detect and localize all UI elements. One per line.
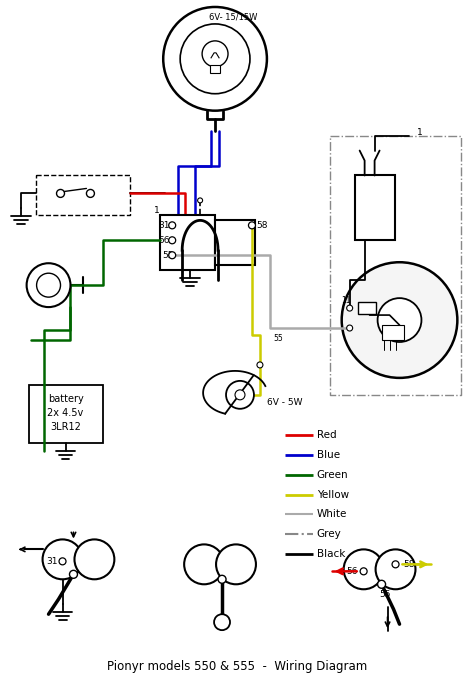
Circle shape [216, 545, 256, 584]
Text: 55: 55 [162, 251, 173, 260]
Text: Green: Green [317, 470, 348, 479]
Circle shape [346, 305, 353, 311]
Text: Red: Red [317, 430, 337, 440]
Text: 55: 55 [273, 333, 283, 343]
Text: Pionyr models 550 & 555  -  Wiring Diagram: Pionyr models 550 & 555 - Wiring Diagram [107, 660, 367, 673]
Circle shape [248, 222, 255, 229]
Circle shape [169, 252, 176, 258]
Text: White: White [317, 509, 347, 520]
Text: 31: 31 [158, 221, 170, 230]
Circle shape [202, 41, 228, 67]
Text: 6V - 5W: 6V - 5W [267, 398, 302, 407]
Text: 58: 58 [404, 560, 415, 569]
Text: Black: Black [317, 549, 345, 560]
Circle shape [214, 614, 230, 630]
Text: 31: 31 [46, 557, 57, 566]
Text: Yellow: Yellow [317, 490, 349, 500]
Circle shape [163, 7, 267, 111]
Text: 11: 11 [341, 296, 350, 305]
Bar [210, 65, 220, 73]
Text: 1: 1 [155, 206, 160, 215]
Bar [382, 325, 403, 340]
Circle shape [378, 580, 385, 588]
Bar [215, 220, 255, 265]
Circle shape [86, 190, 94, 197]
Circle shape [74, 539, 114, 579]
Circle shape [344, 549, 383, 590]
Text: 58: 58 [256, 221, 268, 230]
Circle shape [342, 262, 457, 378]
Text: 55: 55 [379, 590, 390, 599]
Circle shape [56, 190, 64, 197]
Circle shape [375, 549, 416, 590]
Circle shape [346, 325, 353, 331]
Text: Grey: Grey [317, 530, 341, 539]
Text: 56: 56 [346, 567, 357, 576]
Circle shape [36, 273, 61, 297]
Circle shape [392, 561, 399, 568]
Text: 2x 4.5v: 2x 4.5v [47, 408, 83, 418]
Circle shape [70, 571, 77, 578]
Circle shape [169, 222, 176, 229]
Circle shape [235, 390, 245, 400]
Circle shape [257, 362, 263, 368]
Circle shape [169, 237, 176, 244]
Bar [160, 216, 215, 270]
Text: 3LR12: 3LR12 [50, 422, 81, 432]
Bar [355, 175, 394, 240]
Text: 56: 56 [158, 236, 170, 245]
Text: 1: 1 [417, 128, 422, 137]
Circle shape [360, 568, 367, 575]
Circle shape [198, 198, 202, 203]
Circle shape [226, 381, 254, 409]
Circle shape [378, 298, 421, 342]
Text: battery: battery [47, 394, 83, 404]
Bar [358, 302, 375, 314]
Circle shape [180, 24, 250, 94]
Text: Blue: Blue [317, 449, 340, 460]
Bar [28, 385, 103, 443]
Circle shape [43, 539, 82, 579]
Circle shape [59, 558, 66, 565]
Circle shape [218, 575, 226, 583]
Text: 6V- 15/15W: 6V- 15/15W [209, 12, 257, 22]
Circle shape [27, 263, 71, 307]
Circle shape [184, 545, 224, 584]
